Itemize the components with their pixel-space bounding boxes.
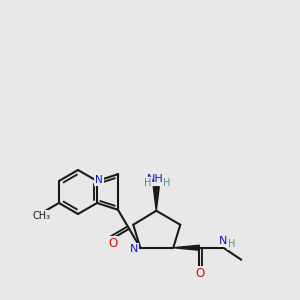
Polygon shape bbox=[153, 187, 159, 211]
Text: H: H bbox=[144, 178, 151, 188]
Text: N: N bbox=[130, 244, 139, 254]
Text: O: O bbox=[108, 237, 118, 250]
Text: N: N bbox=[95, 175, 103, 185]
Polygon shape bbox=[173, 245, 199, 250]
Text: N: N bbox=[219, 236, 227, 246]
Text: NH₂: NH₂ bbox=[147, 174, 168, 184]
Text: H: H bbox=[163, 178, 170, 188]
Text: CH₃: CH₃ bbox=[32, 211, 50, 221]
Text: H: H bbox=[228, 239, 235, 249]
Text: O: O bbox=[196, 267, 205, 280]
